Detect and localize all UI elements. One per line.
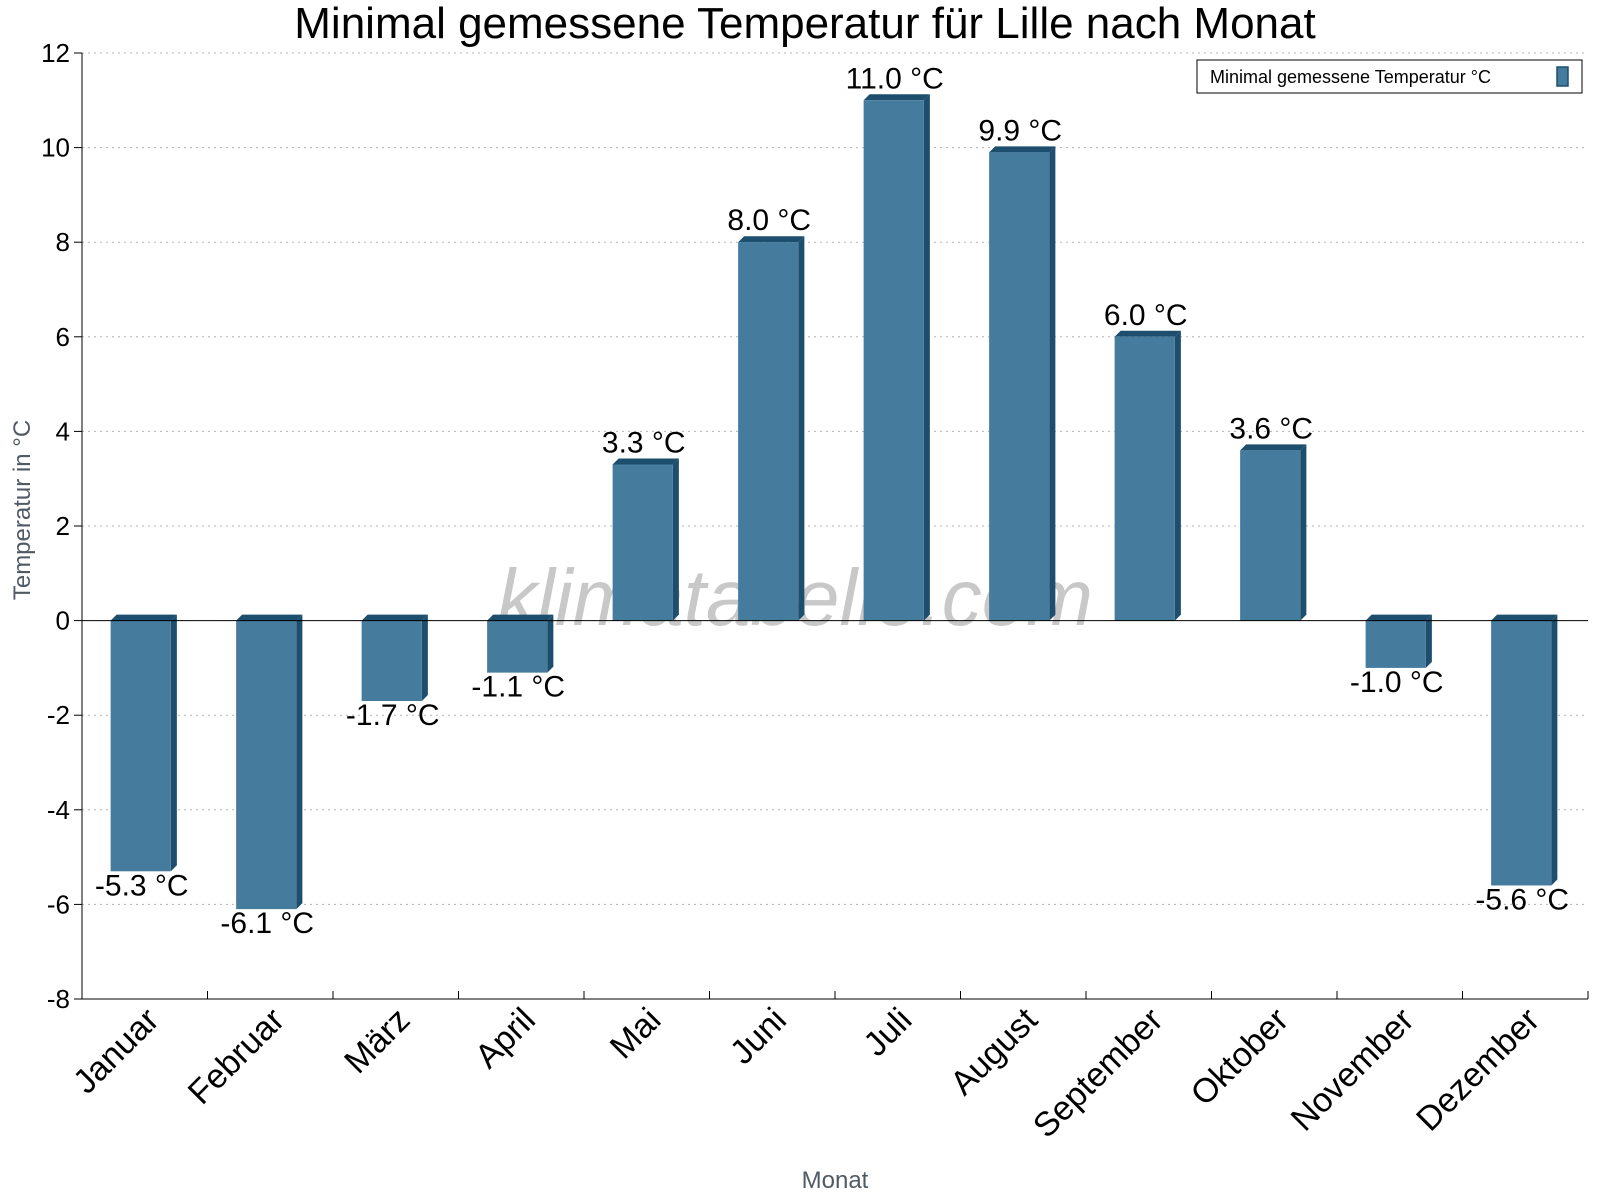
y-tick-label: 8 [56,227,70,257]
bar [1114,336,1175,621]
y-axis-label: Temperatur in °C [9,420,36,600]
y-tick-label: 10 [41,133,70,163]
bar-august [989,146,1056,621]
legend-box [1196,59,1583,94]
bar-mai [612,458,679,621]
x-axis-label: Monat [802,1167,869,1194]
data-label: 8.0 °C [727,204,811,237]
bar-side [1425,614,1432,668]
data-label: 3.3 °C [602,427,686,460]
x-tick-label: Juli [856,1001,919,1064]
x-tick-label: Oktober [1184,1001,1296,1113]
bar-side [672,458,679,621]
bar [1365,620,1426,668]
data-label: -5.3 °C [95,869,189,902]
y-tick-label: -6 [47,889,70,919]
y-tick-label: -8 [47,984,70,1014]
bar-top [989,146,1056,153]
data-label: -1.1 °C [471,671,565,704]
bar-top [487,614,554,621]
bar-top [1491,614,1558,621]
data-label: 6.0 °C [1104,299,1188,332]
x-tick-label: August [943,1000,1045,1102]
data-label: -6.1 °C [220,907,314,940]
bar-side [1300,444,1307,621]
y-tick-label: -4 [47,795,70,825]
bar-top [863,94,930,101]
bar-side [1174,330,1181,621]
y-tick-label: 2 [56,511,70,541]
x-tick-label: November [1284,1001,1422,1139]
bars-layer [110,94,1558,910]
bar-top [361,614,428,621]
bar-side [170,614,177,872]
y-tick-label: 6 [56,322,70,352]
data-label: -1.7 °C [346,699,440,732]
bar-januar [110,614,177,872]
bar-top [110,614,177,621]
bar-september [1114,330,1181,621]
x-tick-label: Juni [723,1001,794,1072]
x-tick-label: Januar [66,1001,166,1101]
bar-side [923,94,930,621]
y-tick-label: 12 [41,38,70,68]
bar [110,620,171,872]
y-tick-label: -2 [47,700,70,730]
grid-layer [82,52,1588,1000]
bar-top [612,458,679,465]
bar [236,620,297,910]
data-label: 9.9 °C [978,114,1062,147]
bar-side [1551,614,1558,886]
bar-top [738,236,805,243]
bar-top [1114,330,1181,337]
bar-april [487,614,554,673]
bar-side [547,614,554,673]
legend: Minimal gemessene Temperatur °C [1196,59,1583,94]
bar-top [1240,444,1307,451]
bar [989,152,1050,621]
data-label: -1.0 °C [1350,666,1444,699]
axes-layer: -8 -6 -4 -2 0 2 4 6 8 10 12 [41,38,1589,1014]
x-tick-label: März [337,1001,417,1081]
data-label: 11.0 °C [846,62,944,95]
data-label: -5.6 °C [1475,883,1569,916]
bar-top [236,614,303,621]
bar-oktober [1240,444,1307,621]
bar-juli [863,94,930,621]
x-tick-label: Mai [603,1001,669,1067]
bar-side [421,614,428,702]
legend-swatch [1556,66,1569,87]
bar-november [1365,614,1432,668]
x-tick-label: Februar [181,1001,292,1112]
bar [1491,620,1552,886]
bar [863,100,924,621]
data-label: 3.6 °C [1229,412,1313,445]
x-tick-label: Dezember [1409,1001,1547,1139]
bar [361,620,422,702]
bar [487,620,548,673]
y-tick-label: 0 [56,606,70,636]
x-tick-label: September [1026,1001,1170,1145]
bar-juni [738,236,805,621]
chart-title: Minimal gemessene Temperatur für Lille n… [294,0,1315,48]
legend-entry-label: Minimal gemessene Temperatur °C [1210,67,1491,87]
bar-top [1365,614,1432,621]
bar-side [296,614,303,910]
bar [1240,450,1301,621]
y-tick-label: 4 [56,416,70,446]
x-tick-label: April [468,1001,543,1076]
bar [612,464,673,621]
bar [738,242,799,621]
bar-märz [361,614,428,702]
bar-side [798,236,805,621]
bar-side [1049,146,1056,621]
bar-februar [236,614,303,910]
bar-dezember [1491,614,1558,886]
